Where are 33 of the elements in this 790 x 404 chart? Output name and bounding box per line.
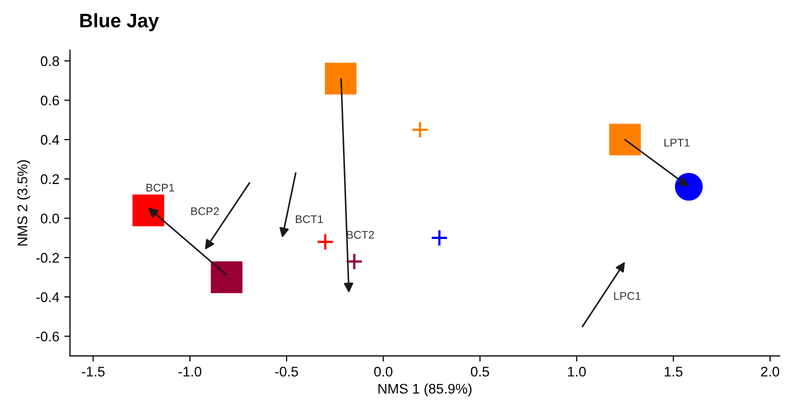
y-tick-label: 0.6 <box>40 96 59 106</box>
annotation: BCT1 <box>296 215 323 224</box>
y-tick-label: 0.2 <box>40 174 59 184</box>
y-tick-label: -0.6 <box>36 332 59 342</box>
annotation: LPC1 <box>614 292 640 300</box>
annotation: BCP1 <box>146 184 174 192</box>
point <box>430 229 448 247</box>
x-tick-label: 0.0 <box>374 366 392 377</box>
x-tick-label: -0.5 <box>275 366 298 377</box>
x-tick-label: 2.0 <box>761 366 780 377</box>
x-tick-label: 0.5 <box>470 366 490 377</box>
x-axis-title: NMS 1 (85.9%) <box>378 383 472 396</box>
point <box>346 252 363 270</box>
x-tick-label: -1.5 <box>82 366 105 377</box>
annotation: BCP2 <box>191 207 219 216</box>
y-tick-label: 0.4 <box>40 134 60 145</box>
point <box>411 121 429 138</box>
annotation: LPT1 <box>664 138 690 147</box>
point <box>609 124 641 156</box>
point <box>132 194 164 226</box>
x-tick-label: 1.5 <box>664 366 682 377</box>
point <box>210 261 242 294</box>
x-tick-label: 1.0 <box>568 366 586 377</box>
x-tick-label: -1.0 <box>178 366 202 377</box>
point <box>324 62 357 94</box>
y-tick-label: 0.0 <box>40 214 60 224</box>
y-tick-label: -0.2 <box>36 252 59 263</box>
y-axis-title: NMS 2 (3.5%) <box>17 160 30 246</box>
point <box>674 172 703 201</box>
point <box>316 233 334 251</box>
y-tick-label: -0.4 <box>36 292 60 302</box>
chart-title: Blue Jay <box>80 13 159 32</box>
y-tick-label: 0.8 <box>40 56 59 66</box>
